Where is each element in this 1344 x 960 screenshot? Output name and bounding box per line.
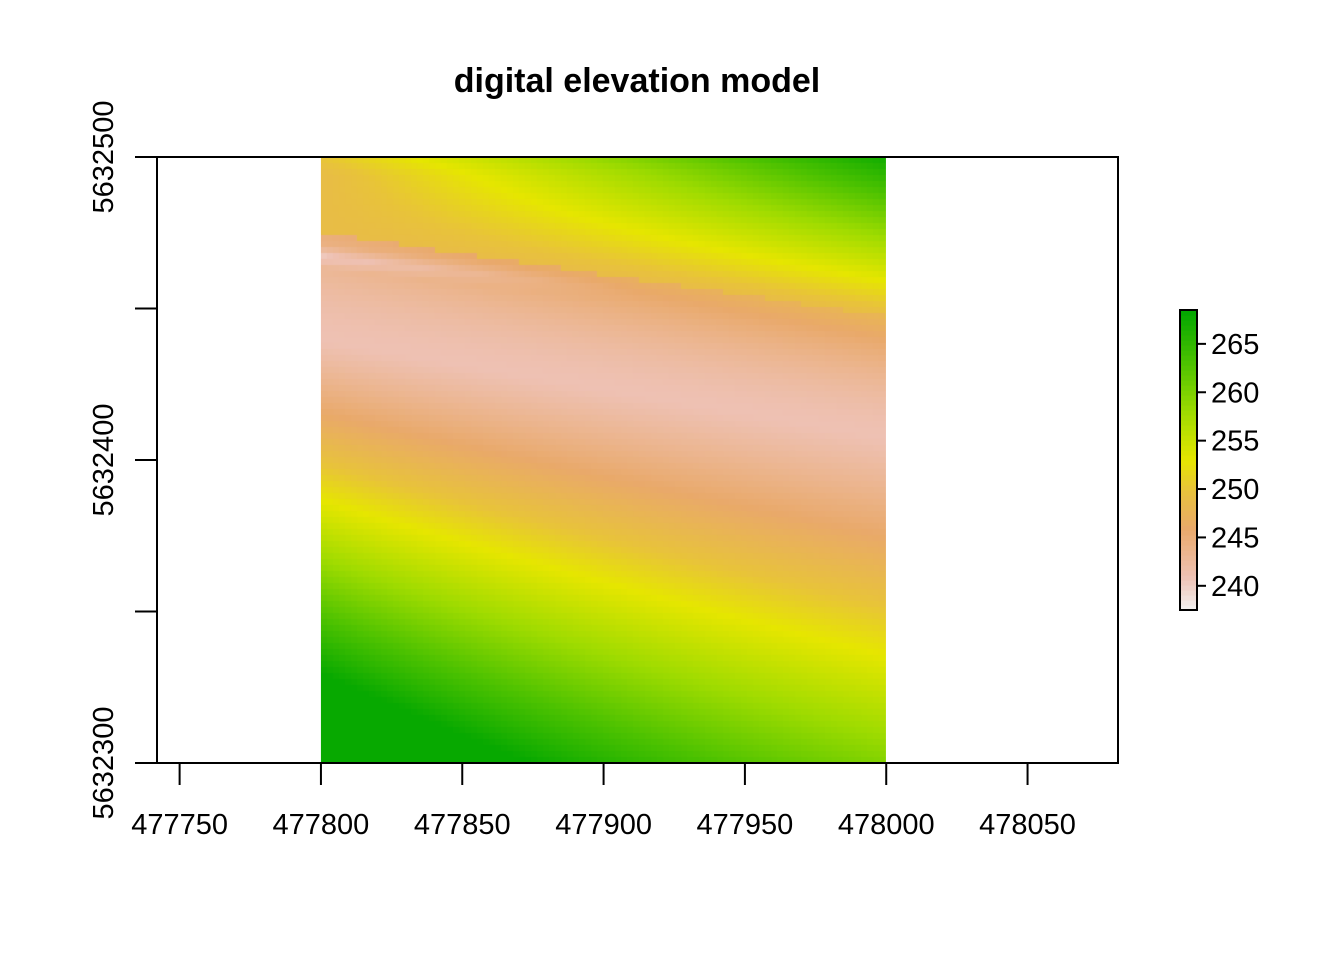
legend-swatch	[1180, 495, 1197, 501]
legend-swatch	[1180, 390, 1197, 396]
legend-swatch	[1180, 310, 1197, 316]
legend-swatch	[1180, 455, 1197, 461]
legend-tick-label: 255	[1211, 426, 1259, 458]
x-tick-label: 477750	[131, 809, 228, 841]
legend-swatch	[1180, 365, 1197, 371]
y-tick-label: 5632500	[88, 101, 120, 214]
legend-swatch	[1180, 340, 1197, 346]
x-axis: 477750 477800 477850 477900 477950 478000 4780…	[131, 762, 1076, 841]
y-tick-label: 5632300	[88, 707, 120, 820]
legend-swatch	[1180, 605, 1197, 611]
legend-swatch	[1180, 545, 1197, 551]
legend-swatch	[1180, 555, 1197, 561]
legend-frame	[1179, 309, 1198, 611]
legend-swatch	[1180, 485, 1197, 491]
x-tick-label: 477850	[414, 809, 511, 841]
legend-swatch	[1180, 400, 1197, 406]
legend-swatch	[1180, 510, 1197, 516]
legend-swatch	[1180, 480, 1197, 486]
chart-title: digital elevation model	[454, 62, 821, 100]
legend-swatch	[1180, 410, 1197, 416]
legend-swatch	[1180, 380, 1197, 386]
legend-swatch	[1180, 490, 1197, 496]
legend-swatch	[1180, 350, 1197, 356]
legend-swatch	[1180, 355, 1197, 361]
elevation-raster	[320, 157, 886, 763]
legend-swatch	[1180, 580, 1197, 586]
legend-swatch	[1180, 425, 1197, 431]
legend-swatch	[1180, 530, 1197, 536]
legend-swatch	[1180, 370, 1197, 376]
legend-swatch	[1180, 575, 1197, 581]
legend-swatch	[1180, 470, 1197, 476]
legend-swatch	[1180, 525, 1197, 531]
legend-swatch	[1180, 335, 1197, 341]
legend-swatch	[1180, 585, 1197, 591]
legend-swatch	[1180, 565, 1197, 571]
legend-swatch	[1180, 320, 1197, 326]
legend-swatch	[1180, 550, 1197, 556]
legend-tick-label: 245	[1211, 522, 1259, 554]
x-tick-label: 477950	[697, 809, 794, 841]
legend-swatch	[1180, 600, 1197, 606]
legend-tick-label: 240	[1211, 571, 1259, 603]
x-tick-label: 478050	[979, 809, 1076, 841]
legend-swatch	[1180, 360, 1197, 366]
legend-swatch	[1180, 505, 1197, 511]
legend-swatch	[1180, 315, 1197, 321]
legend: 240 245 250 255 260 265	[1179, 309, 1259, 611]
legend-swatch	[1180, 405, 1197, 411]
legend-swatch	[1180, 465, 1197, 471]
legend-swatch	[1180, 460, 1197, 466]
legend-swatch	[1180, 395, 1197, 401]
legend-tick-label: 260	[1211, 377, 1259, 409]
legend-tick-label: 250	[1211, 474, 1259, 506]
legend-swatch	[1180, 435, 1197, 441]
legend-swatch	[1180, 570, 1197, 576]
legend-tick-label: 265	[1211, 329, 1259, 361]
legend-swatch	[1180, 420, 1197, 426]
legend-swatch	[1180, 375, 1197, 381]
raster-image	[320, 157, 886, 763]
legend-swatch	[1180, 450, 1197, 456]
legend-swatch	[1180, 520, 1197, 526]
y-tick-label: 5632400	[88, 404, 120, 517]
legend-swatch	[1180, 345, 1197, 351]
legend-swatch	[1180, 540, 1197, 546]
legend-swatch	[1180, 590, 1197, 596]
x-tick-label: 477900	[555, 809, 652, 841]
legend-swatch	[1180, 385, 1197, 391]
legend-swatch	[1180, 475, 1197, 481]
legend-swatch	[1180, 595, 1197, 601]
legend-swatch	[1180, 440, 1197, 446]
legend-swatch	[1180, 560, 1197, 566]
legend-swatch	[1180, 515, 1197, 521]
legend-swatch	[1180, 415, 1197, 421]
legend-swatch	[1180, 330, 1197, 336]
legend-swatch	[1180, 445, 1197, 451]
legend-swatch	[1180, 500, 1197, 506]
x-tick-label: 478000	[838, 809, 935, 841]
x-tick-label: 477800	[273, 809, 370, 841]
y-axis: 5632300 5632400 5632500	[88, 101, 158, 820]
legend-swatch	[1180, 430, 1197, 436]
legend-swatch	[1180, 535, 1197, 541]
legend-swatch	[1180, 325, 1197, 331]
